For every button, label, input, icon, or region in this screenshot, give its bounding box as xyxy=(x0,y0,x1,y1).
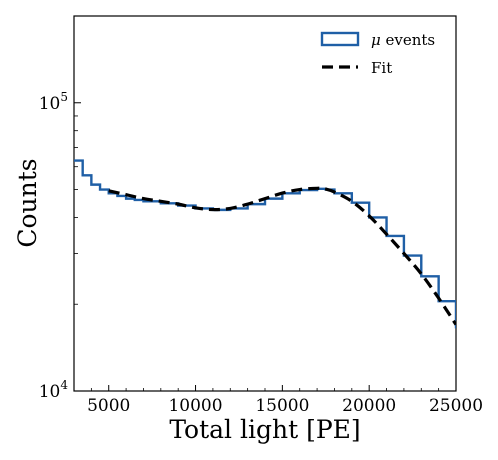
series-fit-line xyxy=(108,186,456,326)
x-tick-label: 5000 xyxy=(87,396,130,416)
legend-label-mu-events: μ events xyxy=(371,31,435,49)
x-axis-label: Total light [PE] xyxy=(169,415,360,444)
legend-label-fit: Fit xyxy=(371,59,392,77)
y-tick-label: 104 xyxy=(39,378,69,402)
y-axis: 104 105 xyxy=(39,15,81,402)
y-tick-label: 105 xyxy=(39,90,68,114)
x-axis: 5000 10000 15000 20000 25000 xyxy=(73,385,483,416)
x-tick-label: 10000 xyxy=(168,396,222,416)
legend: μ events Fit xyxy=(320,31,435,77)
series-mu-events-line xyxy=(74,159,456,329)
y-axis-label: Counts xyxy=(13,158,42,247)
x-tick-label: 20000 xyxy=(342,396,396,416)
x-tick-label: 25000 xyxy=(429,396,483,416)
x-tick-label: 15000 xyxy=(255,396,309,416)
legend-swatch-mu-events xyxy=(320,31,360,47)
